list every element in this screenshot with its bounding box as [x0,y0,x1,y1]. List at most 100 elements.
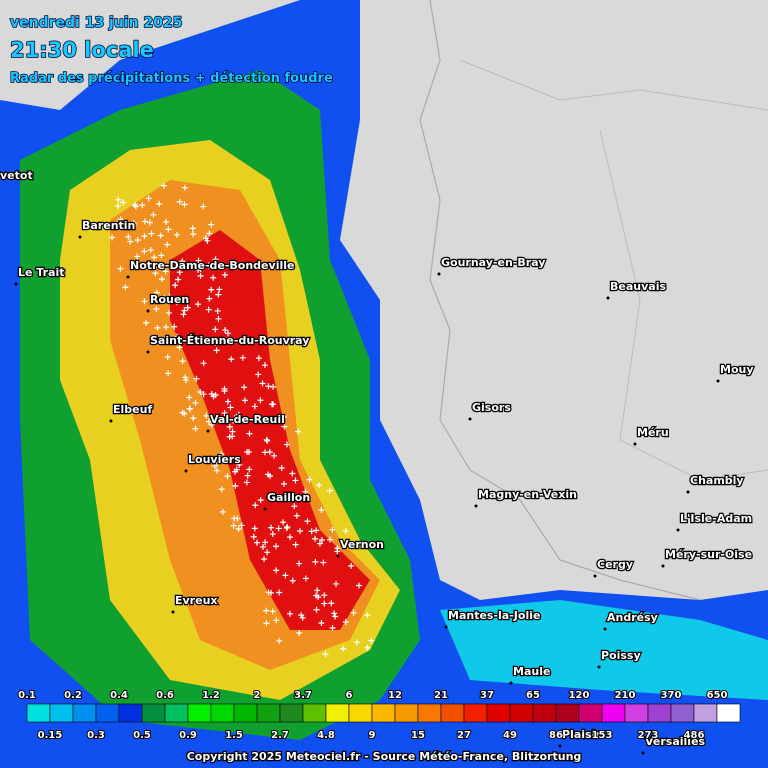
strike [287,534,294,541]
city-label: Andrésy [607,611,658,624]
city-dot [661,564,665,568]
strike [190,231,197,238]
strike [143,319,150,326]
city-label: Saint-Étienne-du-Rouvray [150,334,309,347]
city-dot [109,419,113,423]
city-dot [444,625,448,629]
legend-label: 3.7 [294,690,312,701]
strike [205,306,212,313]
strike [316,540,323,547]
strike [176,344,183,351]
city-dot [597,665,601,669]
strike [200,360,207,367]
legend-label: 0.9 [179,730,197,741]
strike [139,202,146,209]
legend-swatch [555,703,580,723]
city-dot [146,309,150,313]
city-label: Mantes-la-Jolie [448,609,540,622]
strike [243,479,250,486]
city-dot [509,681,513,685]
strike [327,536,334,543]
copyright: Copyright 2025 Meteociel.fr - Source Mét… [187,750,582,763]
city-label: Louviers [188,453,241,466]
strike [283,441,290,448]
strike [171,323,178,330]
city-dot [263,507,267,511]
strike [276,589,283,596]
city-label: Méru [637,426,669,439]
strike [270,383,277,390]
strike [296,629,303,636]
strike [122,284,129,291]
city-dot [146,350,150,354]
city-dot [558,744,562,748]
strike [230,522,237,529]
strike [176,198,183,205]
strike [280,519,287,526]
strike [318,536,325,543]
strike [286,610,293,617]
city-label: Gisors [472,401,511,414]
strike [261,556,268,563]
strike [181,184,188,191]
legend-swatch [164,703,189,723]
strike [314,587,321,594]
city-label: Mouy [720,363,754,376]
legend-label: 0.15 [38,730,63,741]
city-label: Vernon [340,538,384,551]
strike [269,531,276,538]
legend-label: 15 [411,730,425,741]
strike [190,415,197,422]
strike [368,637,375,644]
strike [262,539,269,546]
strike [333,580,340,587]
city-label: L'Isle-Adam [680,512,752,525]
strike [266,448,273,455]
cities: vetot Barentin Le Trait Notre-Dame-de-Bonde… [0,168,755,755]
legend-label: 4.8 [317,730,335,741]
strike [292,477,299,484]
strike [224,330,231,337]
legend-swatch [463,703,488,723]
strike [246,430,253,437]
strike [281,480,288,487]
strike [153,289,160,296]
time: 21:30 locale [10,38,154,62]
strike [179,409,186,416]
legend-label: 1.5 [225,730,243,741]
strike [114,203,121,210]
city-dot [676,528,680,532]
strike [284,524,291,531]
city-label: vetot [0,169,33,182]
strike [350,609,357,616]
city-dot [206,429,210,433]
strike [224,398,231,405]
strike [291,503,298,510]
strike [340,645,347,652]
strike [273,617,280,624]
strike [125,233,132,240]
strike [268,524,275,531]
strike [211,462,218,469]
legend-label: 12 [388,690,402,701]
strike [268,589,275,596]
strike [214,459,221,466]
legend-label: 6 [346,690,353,701]
legend-swatch [26,703,51,723]
strike [175,276,182,283]
strike [150,211,157,218]
legend-swatch [647,703,672,723]
strike [141,248,148,255]
strike [163,218,170,225]
strike [205,262,212,269]
strike [151,254,158,261]
strike [157,232,164,239]
strike [200,203,207,210]
strike [318,619,325,626]
strike [226,433,233,440]
legend-label: 1.2 [202,690,220,701]
strike [225,456,232,463]
strike [145,195,152,202]
legend-label: 0.2 [64,690,82,701]
strike [313,527,320,534]
